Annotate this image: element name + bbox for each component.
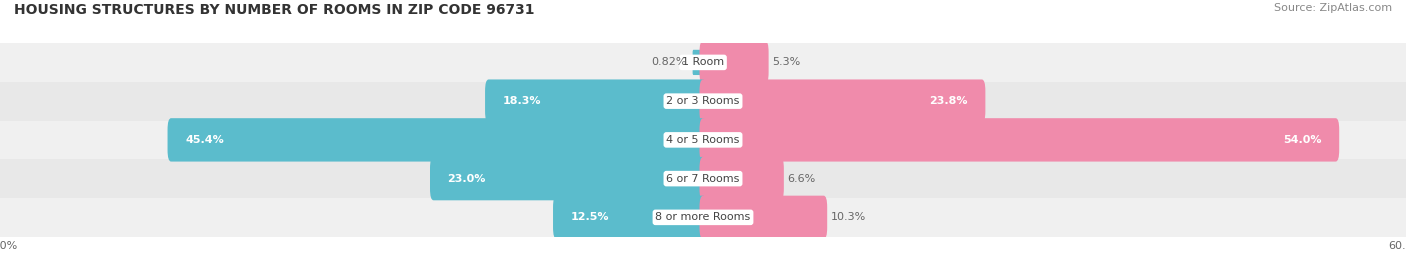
FancyBboxPatch shape <box>167 118 707 162</box>
Bar <box>0 159 1406 198</box>
Text: 6.6%: 6.6% <box>787 174 815 184</box>
Text: 54.0%: 54.0% <box>1284 135 1322 145</box>
FancyBboxPatch shape <box>700 41 769 84</box>
Text: 18.3%: 18.3% <box>503 96 541 106</box>
Text: 23.8%: 23.8% <box>929 96 967 106</box>
FancyBboxPatch shape <box>700 118 1340 162</box>
Text: HOUSING STRUCTURES BY NUMBER OF ROOMS IN ZIP CODE 96731: HOUSING STRUCTURES BY NUMBER OF ROOMS IN… <box>14 3 534 17</box>
Bar <box>0 82 1406 121</box>
Text: 23.0%: 23.0% <box>447 174 486 184</box>
Bar <box>0 43 1406 82</box>
FancyBboxPatch shape <box>485 79 707 123</box>
FancyBboxPatch shape <box>700 157 785 200</box>
Text: 12.5%: 12.5% <box>571 212 609 222</box>
Text: 6 or 7 Rooms: 6 or 7 Rooms <box>666 174 740 184</box>
FancyBboxPatch shape <box>553 196 707 239</box>
Text: 45.4%: 45.4% <box>186 135 224 145</box>
FancyBboxPatch shape <box>693 50 704 75</box>
Text: 1 Room: 1 Room <box>682 57 724 68</box>
FancyBboxPatch shape <box>430 157 707 200</box>
FancyBboxPatch shape <box>700 79 986 123</box>
Text: 2 or 3 Rooms: 2 or 3 Rooms <box>666 96 740 106</box>
Text: 10.3%: 10.3% <box>831 212 866 222</box>
Text: 8 or more Rooms: 8 or more Rooms <box>655 212 751 222</box>
Bar <box>0 198 1406 237</box>
Text: 5.3%: 5.3% <box>772 57 800 68</box>
Text: 0.82%: 0.82% <box>651 57 686 68</box>
Text: 4 or 5 Rooms: 4 or 5 Rooms <box>666 135 740 145</box>
Bar <box>0 121 1406 159</box>
Text: Source: ZipAtlas.com: Source: ZipAtlas.com <box>1274 3 1392 13</box>
FancyBboxPatch shape <box>700 196 827 239</box>
